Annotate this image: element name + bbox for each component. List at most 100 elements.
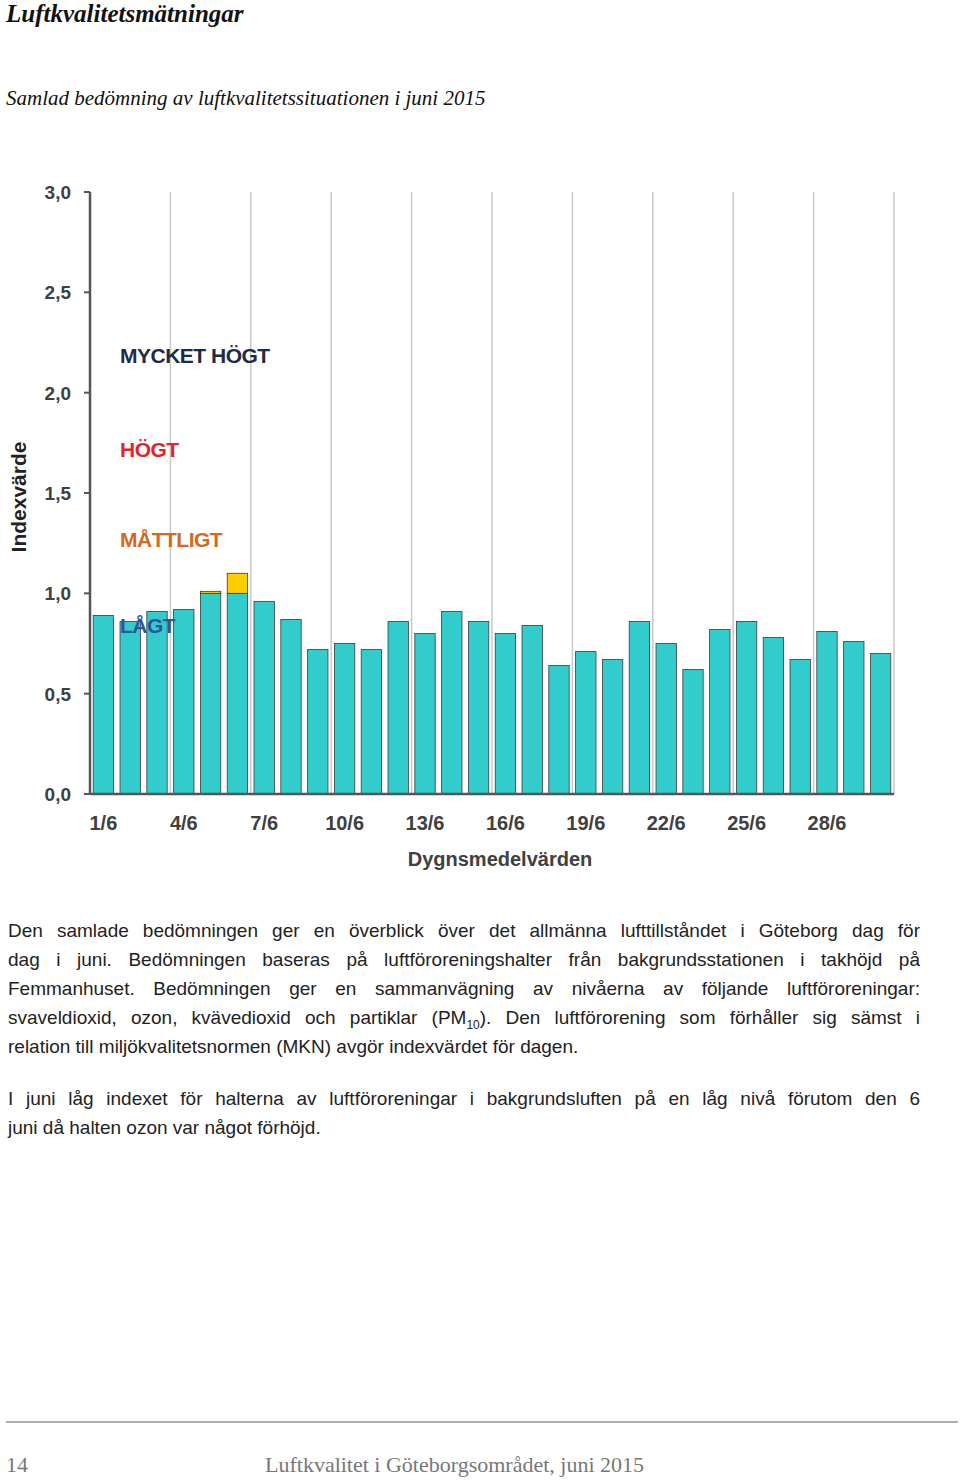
- text-line: svaveldioxid, ozon, kvävedioxid och part…: [8, 1003, 920, 1032]
- x-axis-title: Dygnsmedelvärden: [408, 848, 593, 870]
- y-tick-label: 0,0: [45, 784, 71, 805]
- bar: [93, 615, 113, 794]
- bar: [602, 659, 622, 660]
- text-line: juni då halten ozon var något förhöjd.: [8, 1113, 920, 1142]
- x-tick-label: 22/6: [647, 812, 686, 834]
- text-run: ). Den luftförorening som förhåller sig …: [480, 1007, 920, 1028]
- text-run: dag i juni. Bedömningen baseras på luftf…: [8, 949, 920, 970]
- paragraph: Den samlade bedömningen ger en överblick…: [8, 916, 920, 1061]
- grid-line: [411, 192, 413, 794]
- y-tick: [84, 191, 90, 193]
- y-tick-label: 1,5: [45, 483, 72, 504]
- bar: [844, 641, 864, 794]
- text-line: Den samlade bedömningen ger en överblick…: [8, 916, 920, 945]
- bar: [308, 649, 328, 650]
- x-tick-label: 10/6: [325, 812, 364, 834]
- page-subtitle: Samlad bedömning av luftkvalitetssituati…: [6, 86, 485, 111]
- text-line: Femmanhuset. Bedömningen ger en sammanvä…: [8, 974, 920, 1003]
- bar: [656, 644, 676, 795]
- bar: [254, 601, 274, 602]
- bar: [442, 611, 462, 794]
- bar: [576, 651, 596, 652]
- bar: [790, 659, 810, 660]
- y-tick-label: 3,0: [45, 182, 71, 203]
- bar: [870, 654, 890, 794]
- bar: [93, 615, 113, 616]
- bar: [200, 593, 220, 794]
- bar: [147, 611, 167, 612]
- bar: [281, 619, 301, 794]
- bar: [683, 670, 703, 794]
- bar: [522, 625, 542, 626]
- x-tick-label: 13/6: [406, 812, 445, 834]
- text-run: Femmanhuset. Bedömningen ger en sammanvä…: [8, 978, 920, 999]
- x-tick-label: 19/6: [566, 812, 605, 834]
- bar: [468, 621, 488, 622]
- bar: [576, 652, 596, 794]
- level-label: MYCKET HÖGT: [120, 344, 270, 367]
- text-run: juni då halten ozon var något förhöjd.: [8, 1117, 321, 1138]
- bar: [147, 611, 167, 794]
- chart: 0,00,51,01,52,02,53,01/64/67/610/613/616…: [0, 0, 960, 900]
- bar: [361, 650, 381, 794]
- bar: [629, 621, 649, 794]
- bar: [442, 611, 462, 612]
- bar: [227, 593, 247, 794]
- x-tick-label: 28/6: [808, 812, 847, 834]
- bar: [281, 619, 301, 620]
- bar: [388, 621, 408, 794]
- level-label: HÖGT: [120, 438, 179, 461]
- y-tick-label: 1,0: [45, 583, 71, 604]
- footer-text: Luftkvalitet i Göteborgsområdet, juni 20…: [265, 1452, 644, 1478]
- bar: [415, 633, 435, 634]
- bar: [817, 631, 837, 794]
- bar: [522, 625, 542, 794]
- y-axis-title: Indexvärde: [7, 442, 30, 553]
- bar: [710, 629, 730, 630]
- bar: [629, 621, 649, 622]
- bar: [334, 643, 354, 644]
- bar: [549, 666, 569, 794]
- x-tick-label: 7/6: [250, 812, 278, 834]
- footer-page: 14: [6, 1452, 28, 1478]
- text-line: I juni låg indexet för halterna av luftf…: [8, 1084, 920, 1113]
- footer-rule: [6, 1421, 958, 1423]
- text-run: svaveldioxid, ozon, kvävedioxid och part…: [8, 1007, 466, 1028]
- x-axis: [90, 793, 894, 796]
- bar: [308, 650, 328, 794]
- bar: [174, 609, 194, 610]
- bar: [361, 649, 381, 650]
- bar: [120, 621, 140, 794]
- bar: [227, 573, 247, 593]
- bar: [495, 633, 515, 794]
- bar: [468, 621, 488, 794]
- bar: [415, 633, 435, 794]
- bar: [817, 631, 837, 632]
- text-run: Den samlade bedömningen ger en överblick…: [8, 920, 920, 941]
- bar: [736, 621, 756, 622]
- bar: [656, 643, 676, 644]
- paragraph: I juni låg indexet för halterna av luftf…: [8, 1084, 920, 1142]
- y-tick: [84, 793, 90, 795]
- text-line: relation till miljökvalitetsnormen (MKN)…: [8, 1032, 920, 1061]
- bar: [602, 660, 622, 794]
- bar: [844, 641, 864, 642]
- x-tick-label: 1/6: [89, 812, 117, 834]
- bar: [763, 637, 783, 794]
- bar: [549, 665, 569, 666]
- text-line: dag i juni. Bedömningen baseras på luftf…: [8, 945, 920, 974]
- bar: [870, 653, 890, 654]
- y-tick: [84, 492, 90, 494]
- bar: [790, 660, 810, 794]
- grid-line: [491, 192, 493, 794]
- bar: [174, 609, 194, 794]
- level-label: MÅTTLIGT: [120, 528, 223, 551]
- grid-line: [250, 192, 252, 794]
- level-label: LÅGT: [120, 614, 176, 637]
- bar: [254, 601, 274, 794]
- grid-line: [330, 192, 332, 794]
- grid-line: [813, 192, 815, 794]
- page-title: Luftkvalitetsmätningar: [6, 0, 244, 28]
- x-tick-label: 16/6: [486, 812, 525, 834]
- y-tick: [84, 291, 90, 293]
